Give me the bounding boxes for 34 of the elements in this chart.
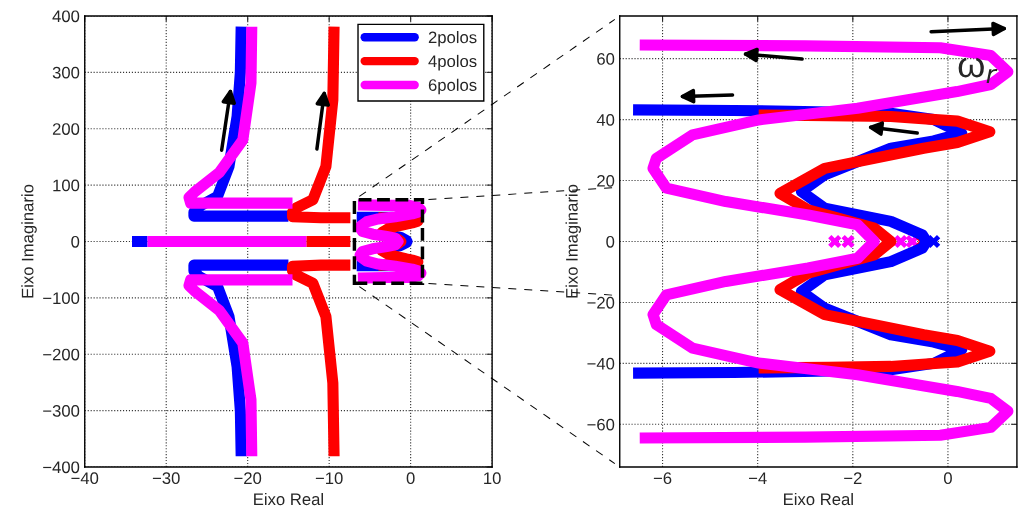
- x-tick-label: −6: [653, 472, 672, 485]
- y-tick-label: 60: [597, 53, 615, 65]
- legend-label: 4polos: [428, 54, 477, 71]
- x-tick-label: −10: [315, 472, 343, 485]
- y-tick-label: 0: [71, 235, 80, 248]
- y-tick-label: −200: [43, 348, 80, 361]
- legend-label: 6polos: [428, 78, 477, 95]
- annotation: ω$_{r}$: [958, 57, 998, 84]
- y-tick-label: −20: [587, 296, 615, 309]
- y-tick-label: −40: [587, 357, 615, 370]
- legend-label: 2polos: [428, 31, 477, 47]
- x-tick-label: −40: [71, 472, 99, 485]
- y-tick-label: −100: [43, 292, 80, 305]
- y-tick-label: 20: [597, 174, 615, 187]
- x-tick-label: 0: [943, 472, 952, 485]
- x-tick-label: −30: [152, 472, 180, 485]
- y-tick-label: −60: [587, 418, 615, 431]
- x-tick-label: −4: [749, 472, 767, 484]
- x-axis-title: Eixo Real: [254, 492, 323, 506]
- x-axis-title: Eixo Real: [784, 492, 853, 506]
- x-tick-label: 10: [484, 472, 501, 485]
- y-axis-title: Eixo Imaginario: [21, 184, 37, 298]
- y-tick-label: 200: [52, 123, 80, 135]
- y-tick-label: 0: [606, 235, 615, 248]
- y-axis-title: Eixo Imaginario: [565, 184, 582, 298]
- x-tick-label: 0: [406, 472, 415, 485]
- y-tick-label: 300: [52, 66, 80, 79]
- y-tick-label: 400: [52, 10, 80, 23]
- y-tick-label: 40: [596, 114, 615, 126]
- y-tick-label: −400: [43, 461, 80, 474]
- y-tick-label: −300: [43, 405, 80, 417]
- y-tick-label: 100: [53, 179, 80, 192]
- x-tick-label: −2: [844, 472, 862, 484]
- x-tick-label: −20: [234, 472, 262, 485]
